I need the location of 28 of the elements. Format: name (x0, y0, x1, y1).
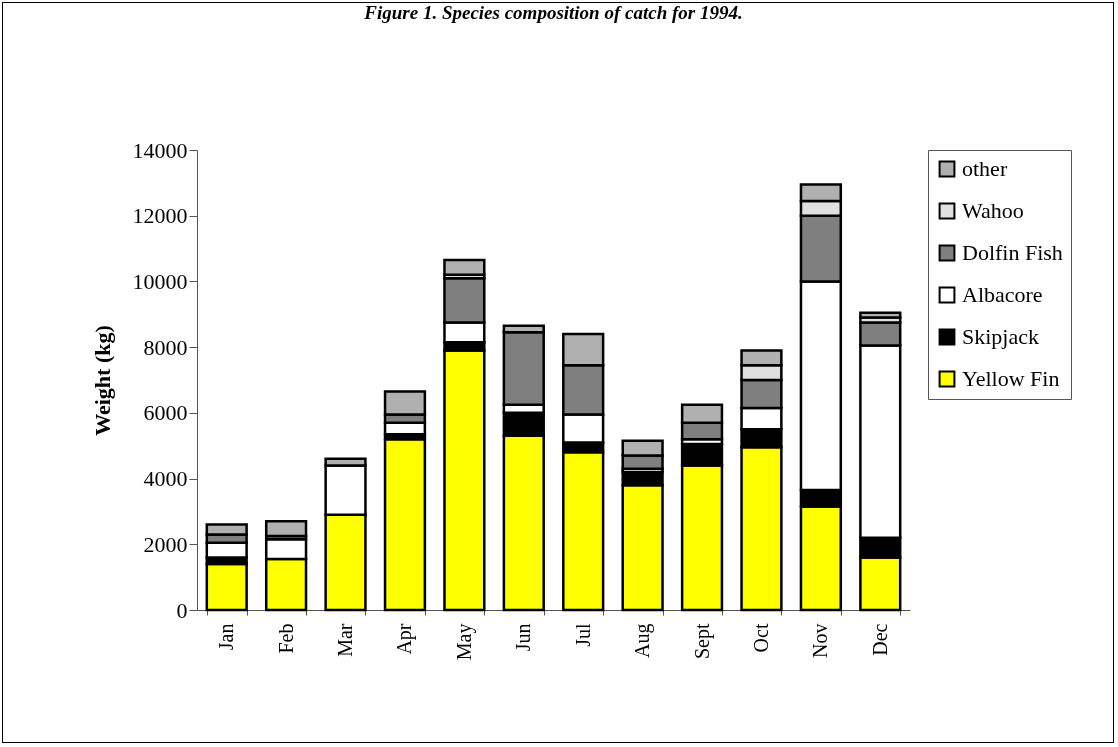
chart-title: Figure 1. Species composition of catch for 1994. (363, 2, 743, 23)
x-tick-label: Feb (274, 623, 297, 654)
x-tick-label: Nov (809, 623, 832, 658)
x-tick-label: Apr (393, 623, 417, 655)
legend-label: other (962, 156, 1008, 181)
x-tick-label: Jul (571, 623, 594, 647)
x-tick-label: Sept (690, 623, 714, 660)
x-tick-label: Jan (215, 623, 238, 651)
legend-label: Skipjack (962, 324, 1039, 349)
x-tick-label: Dec (868, 623, 891, 656)
x-tick-label: Mar (334, 623, 357, 657)
legend-label: Dolfin Fish (962, 240, 1063, 265)
y-tick-label: 0 (176, 597, 188, 623)
x-tick-label: Aug (631, 623, 655, 658)
x-tick-label: Oct (749, 623, 772, 653)
y-tick-label: 10000 (132, 268, 188, 294)
y-tick-label: 14000 (132, 137, 188, 163)
y-tick-label: 6000 (143, 400, 188, 426)
y-axis-title: Weight (kg) (89, 325, 115, 436)
y-tick-label: 8000 (143, 334, 188, 360)
y-tick-label: 4000 (143, 466, 188, 492)
y-tick-label: 2000 (143, 531, 188, 557)
legend-label: Wahoo (962, 198, 1024, 223)
x-tick-label: May (452, 623, 476, 661)
legend-label: Yellow Fin (962, 366, 1060, 391)
x-tick-label: Jun (512, 623, 535, 652)
y-tick-label: 12000 (132, 203, 188, 229)
legend-label: Albacore (962, 282, 1043, 307)
